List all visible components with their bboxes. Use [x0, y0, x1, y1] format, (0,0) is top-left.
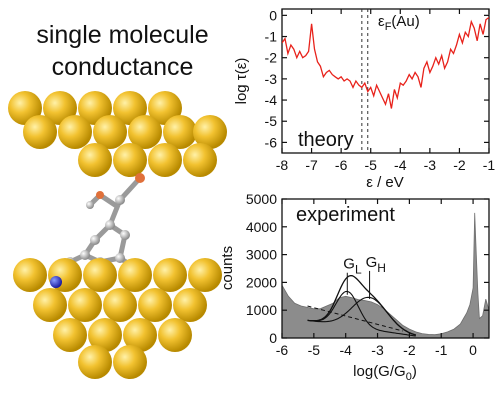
experiment-x-tick-label: -5 — [308, 342, 321, 358]
gold-atom — [78, 143, 112, 177]
molecule-atom — [90, 235, 100, 245]
molecule-atom — [115, 253, 125, 263]
gold-atom — [163, 115, 197, 149]
peak-label-g-h: GH — [366, 254, 386, 275]
gold-atom — [138, 288, 172, 322]
theory-x-tick-label: -1 — [483, 157, 496, 173]
gaussian-fit-g-l — [307, 290, 416, 337]
molecule-atom — [86, 201, 94, 209]
molecule-atom — [135, 173, 145, 183]
theory-x-tick-label: -5 — [364, 157, 377, 173]
experiment-label: experiment — [296, 204, 395, 226]
gold-atom — [193, 115, 227, 149]
nitrogen-atom — [50, 276, 62, 288]
theory-x-tick-label: -4 — [394, 157, 407, 173]
heading-line-2: conductance — [51, 53, 194, 81]
theory-y-tick-label: 0 — [269, 7, 277, 23]
gold-atom — [83, 258, 117, 292]
experiment-x-tick-label: -4 — [339, 342, 352, 358]
gold-atom — [148, 143, 182, 177]
theory-y-tick-label: -2 — [265, 50, 278, 66]
gold-atom — [23, 115, 57, 149]
molecular-junction-illustration — [8, 91, 227, 379]
theory-x-tick-label: -7 — [305, 157, 318, 173]
theory-x-tick-label: -6 — [335, 157, 348, 173]
peak-label-g-l: GL — [343, 256, 362, 277]
theory-x-tick-label: -8 — [276, 157, 289, 173]
theory-chart: -8 -7 -6 -5 -4 -3 -2 -1 0 -1 -2 -3 -4 -5 -6 theory εF(… — [233, 7, 495, 191]
theory-y-tick-label: -1 — [265, 29, 278, 45]
gold-atom — [88, 318, 122, 352]
experiment-chart: -6 -5 -4 -3 -2 -1 0 0 1000 2000 3000 4000 5000 GL GH e… — [219, 191, 490, 383]
theory-y-tick-label: -4 — [265, 92, 278, 108]
theory-x-axis-label: ε / eV — [366, 174, 404, 191]
experiment-y-tick-label: 4000 — [246, 219, 277, 235]
gold-atom — [153, 258, 187, 292]
gold-atom — [173, 288, 207, 322]
molecule-atom — [96, 191, 104, 199]
experiment-y-tick-label: 5000 — [246, 191, 277, 207]
gold-atom — [123, 318, 157, 352]
heading-line-1: single molecule — [36, 21, 209, 49]
gold-atom — [103, 288, 137, 322]
molecule-atom — [80, 250, 90, 260]
fit-baseline — [307, 305, 404, 332]
gold-atom — [68, 288, 102, 322]
gaussian-fit-sum — [307, 274, 416, 336]
experiment-x-axis-label: log(G/G0) — [353, 363, 417, 383]
gold-atom — [113, 345, 147, 379]
theory-plot-frame — [281, 8, 490, 154]
experiment-x-tick-label: -6 — [276, 342, 289, 358]
experiment-y-tick-label: 0 — [269, 330, 277, 346]
gold-atom — [158, 318, 192, 352]
experiment-y-tick-label: 3000 — [246, 247, 277, 263]
theory-y-tick-label: -3 — [265, 71, 278, 87]
theory-y-tick-label: -5 — [265, 113, 278, 129]
theory-y-axis-label: log τ(ε) — [233, 58, 250, 105]
molecule-atom — [120, 230, 130, 240]
experiment-x-tick-label: -3 — [371, 342, 384, 358]
experiment-x-tick-label: -1 — [435, 342, 448, 358]
experiment-y-tick-label: 1000 — [246, 302, 277, 318]
theory-y-tick-label: -6 — [265, 134, 278, 150]
gold-atom — [53, 318, 87, 352]
theory-label: theory — [298, 129, 354, 151]
fermi-level-label: εF(Au) — [378, 13, 420, 33]
experiment-y-tick-label: 2000 — [246, 274, 277, 290]
experiment-plot-frame — [281, 198, 490, 339]
experiment-y-axis-label: counts — [219, 246, 236, 290]
experiment-x-tick-label: 0 — [469, 342, 477, 358]
gold-atom — [188, 258, 222, 292]
gold-atom — [78, 345, 112, 379]
gold-atom — [58, 115, 92, 149]
gold-atom — [13, 258, 47, 292]
gold-atom — [93, 115, 127, 149]
gold-atom — [183, 143, 217, 177]
theory-x-tick-label: -2 — [453, 157, 466, 173]
gold-atom — [33, 288, 67, 322]
gold-atom — [118, 258, 152, 292]
molecule-atom — [105, 220, 115, 230]
theory-x-tick-label: -3 — [424, 157, 437, 173]
gold-atom — [128, 115, 162, 149]
experiment-x-tick-label: -2 — [403, 342, 416, 358]
transmission-line — [282, 16, 489, 109]
gold-atom — [113, 143, 147, 177]
molecule-atom — [115, 195, 125, 205]
